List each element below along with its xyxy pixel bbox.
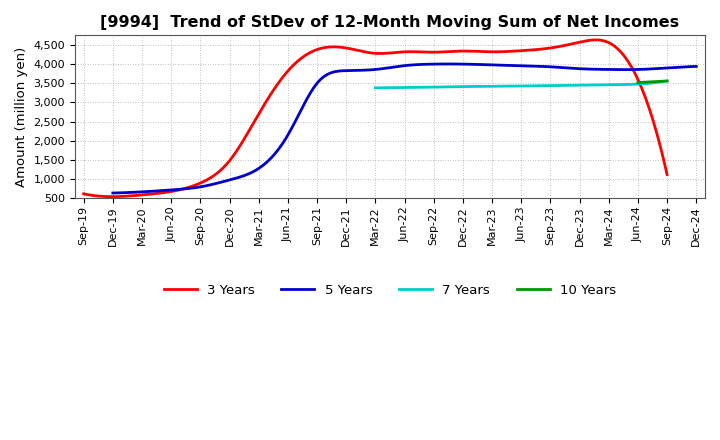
3 Years (573, 40, 582, 45)
5 Years (467, 62, 476, 67)
5 Years (109, 191, 117, 196)
5 Years (602, 67, 611, 72)
7 Years (636, 81, 644, 87)
3 Years (81, 191, 90, 197)
5 Years (456, 62, 464, 67)
7 Years (544, 83, 552, 88)
3 Years (593, 37, 601, 43)
Title: [9994]  Trend of StDev of 12-Month Moving Sum of Net Incomes: [9994] Trend of StDev of 12-Month Moving… (100, 15, 680, 30)
Line: 5 Years: 5 Years (113, 64, 696, 193)
Legend: 3 Years, 5 Years, 7 Years, 10 Years: 3 Years, 5 Years, 7 Years, 10 Years (158, 279, 621, 302)
5 Years (444, 61, 453, 66)
7 Years (617, 82, 626, 87)
3 Years (107, 194, 115, 199)
7 Years (662, 78, 671, 84)
7 Years (545, 83, 554, 88)
10 Years (634, 80, 642, 85)
3 Years (662, 172, 671, 177)
Line: 10 Years: 10 Years (638, 81, 667, 83)
5 Years (692, 64, 701, 69)
Line: 7 Years: 7 Years (375, 81, 667, 88)
3 Years (438, 49, 447, 55)
3 Years (79, 191, 88, 196)
7 Years (372, 85, 381, 91)
7 Years (549, 83, 558, 88)
10 Years (662, 78, 671, 84)
Y-axis label: Amount (million yen): Amount (million yen) (15, 47, 28, 187)
3 Years (428, 50, 437, 55)
Line: 3 Years: 3 Years (84, 40, 667, 197)
5 Years (458, 62, 467, 67)
5 Years (110, 191, 119, 196)
3 Years (612, 45, 621, 50)
7 Years (371, 85, 379, 91)
3 Years (427, 50, 436, 55)
5 Years (639, 66, 648, 72)
